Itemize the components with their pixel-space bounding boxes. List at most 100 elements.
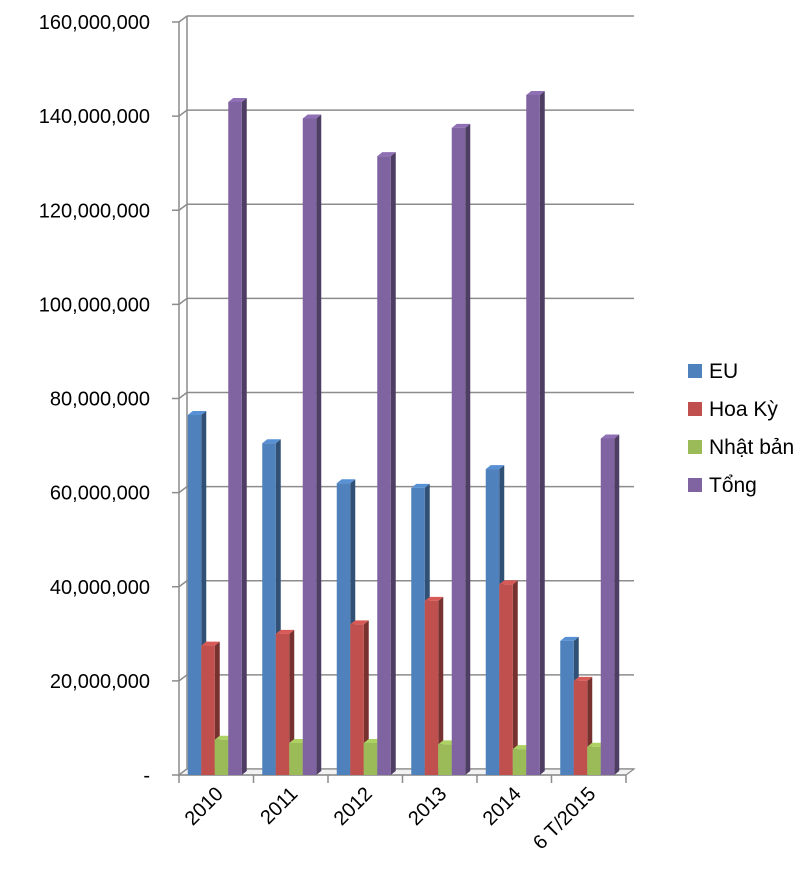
bar-front	[302, 118, 317, 775]
bar-top	[600, 434, 620, 439]
gridline-side	[178, 674, 188, 682]
bars	[187, 90, 620, 776]
legend-item: Nhật bản	[688, 436, 794, 459]
bar-top	[275, 629, 295, 634]
bar-side	[438, 596, 444, 775]
bar-side	[512, 580, 518, 775]
gridline-side	[178, 297, 188, 305]
bar-front	[201, 645, 215, 775]
bar-top	[187, 410, 207, 415]
legend-item: Hoa Kỳ	[688, 398, 778, 421]
y-tick-label: 160,000,000	[39, 12, 150, 34]
bar	[302, 114, 322, 775]
bar	[377, 152, 396, 776]
x-tick-label: 2014	[479, 783, 526, 830]
bar-front	[485, 469, 500, 775]
bar-side	[289, 629, 295, 775]
bar-front	[411, 487, 425, 775]
bar-top	[451, 123, 471, 128]
y-tick-label: 20,000,000	[50, 671, 150, 693]
bar-front	[438, 744, 452, 775]
gridlines	[178, 15, 634, 776]
bar-top	[350, 620, 369, 625]
bar-front	[289, 742, 303, 775]
bar-side	[316, 114, 322, 775]
bar-top	[262, 439, 281, 444]
bar-front	[573, 680, 588, 775]
y-tick-label: 60,000,000	[50, 483, 150, 505]
bar-front	[587, 746, 601, 775]
bar-front	[214, 739, 229, 775]
legend-label: Nhật bản	[709, 436, 794, 459]
bar-top	[377, 152, 396, 157]
legend-swatch	[688, 364, 702, 378]
legend-label: Hoa Kỳ	[709, 398, 778, 421]
bar-top	[499, 580, 518, 585]
bar-top	[228, 98, 247, 103]
bar-top	[201, 641, 220, 646]
bar-front	[526, 94, 540, 775]
bar-front	[512, 749, 527, 775]
bar	[600, 434, 620, 775]
bar-front	[262, 443, 276, 775]
y-tick-label: 120,000,000	[39, 200, 150, 222]
y-tick-label: 140,000,000	[39, 106, 150, 128]
bar-front	[600, 438, 615, 775]
bar	[526, 90, 545, 775]
bar-top	[573, 676, 593, 681]
x-tick-label: 2011	[256, 783, 302, 829]
bar-top	[411, 483, 430, 488]
y-tick-label: 80,000,000	[50, 389, 150, 411]
legend-item: Tổng	[688, 474, 757, 497]
legend-label: Tổng	[709, 474, 757, 497]
x-tick-label: 6 T/2015	[529, 783, 600, 854]
bar-front	[187, 414, 202, 775]
bar	[275, 629, 295, 775]
bar-front	[336, 483, 351, 775]
x-tick-label: 2012	[330, 783, 377, 830]
bar-side	[241, 98, 247, 776]
bar	[424, 596, 444, 775]
bar-side	[614, 434, 620, 775]
bar-front	[350, 624, 364, 775]
gridline-side	[178, 580, 188, 588]
bar-front	[275, 633, 290, 775]
bar-top	[560, 636, 579, 641]
legend-item: EU	[688, 360, 738, 383]
y-tick-label: 40,000,000	[50, 577, 150, 599]
bar	[451, 123, 471, 775]
bar-side	[465, 123, 471, 775]
bar-side	[539, 90, 545, 775]
x-tick-label: 2010	[181, 783, 228, 830]
y-tick-label: 100,000,000	[39, 294, 150, 316]
legend-swatch	[688, 478, 702, 492]
bar	[228, 98, 247, 776]
bar	[499, 580, 518, 775]
gridline-side	[178, 15, 188, 23]
bar-front	[363, 742, 378, 775]
bar-side	[390, 152, 396, 776]
bar-top	[526, 90, 545, 95]
y-tick-label: -	[143, 765, 150, 787]
legend: EU Hoa Kỳ Nhật bản Tổng	[688, 360, 794, 497]
bar-front	[228, 102, 242, 776]
gridline-side	[178, 391, 188, 400]
bar-side	[363, 620, 369, 775]
legend-label: EU	[709, 360, 738, 383]
bar-top	[302, 114, 322, 119]
x-tick-label: 2013	[404, 783, 451, 830]
bar-front	[377, 156, 391, 776]
bar-front	[424, 600, 439, 775]
gridline-side	[178, 109, 188, 117]
bar-top	[424, 596, 444, 601]
legend-swatch	[688, 402, 702, 416]
bar-front	[560, 640, 574, 775]
bar	[350, 620, 369, 775]
bar-top	[336, 479, 356, 484]
legend-swatch	[688, 440, 702, 454]
bar-top	[485, 465, 505, 470]
gridline-side	[178, 203, 188, 211]
gridline-side	[178, 486, 188, 494]
bar-front	[451, 127, 466, 775]
